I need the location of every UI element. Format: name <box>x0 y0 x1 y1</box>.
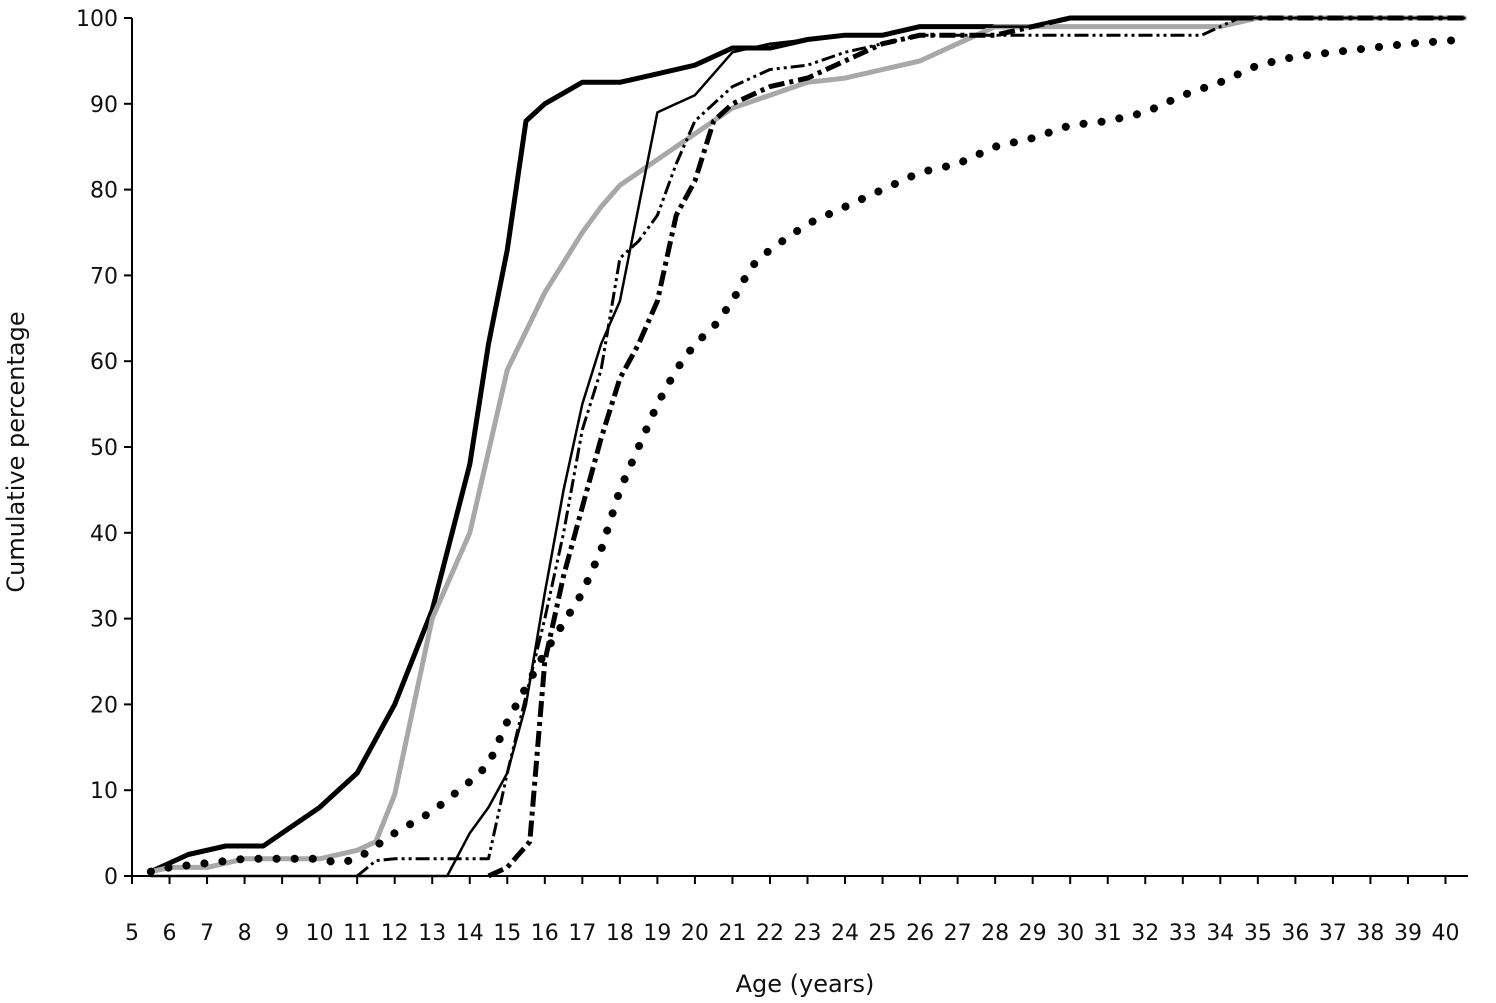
x-tick-label: 34 <box>1206 921 1234 946</box>
series-lines <box>146 15 1469 879</box>
y-axis-ticks: 0 10 20 30 40 50 60 70 80 90 100 <box>76 7 132 890</box>
x-tick-label: 18 <box>606 921 634 946</box>
x-tick-label: 26 <box>906 921 934 946</box>
x-tick-label: 7 <box>200 921 214 946</box>
x-tick-label: 23 <box>794 921 822 946</box>
y-tick-label: 60 <box>90 350 118 375</box>
y-tick-label: 100 <box>76 7 118 32</box>
x-tick-label: 25 <box>869 921 897 946</box>
series-line-dash-dot-thick <box>487 15 1465 879</box>
x-tick-label: 14 <box>456 921 484 946</box>
axes <box>131 18 1468 877</box>
series-line-dotted <box>146 35 1469 876</box>
y-tick-label: 30 <box>90 608 118 633</box>
x-tick-label: 17 <box>568 921 596 946</box>
x-tick-label: 32 <box>1131 921 1159 946</box>
x-tick-label: 31 <box>1094 921 1122 946</box>
series-line-solid-thick <box>148 15 1467 875</box>
x-axis-title: Age (years) <box>736 970 875 998</box>
x-tick-label: 5 <box>125 921 139 946</box>
x-tick-label: 8 <box>238 921 252 946</box>
y-tick-label: 50 <box>90 436 118 461</box>
x-tick-label: 9 <box>275 921 289 946</box>
series-line-solid-gray-thick <box>148 15 1467 875</box>
x-tick-label: 27 <box>944 921 972 946</box>
x-tick-label: 15 <box>493 921 521 946</box>
x-tick-label: 30 <box>1056 921 1084 946</box>
x-tick-label: 20 <box>681 921 709 946</box>
x-tick-label: 22 <box>756 921 784 946</box>
x-axis-ticks: 5 6 7 8 9 10 11 12 13 14 15 16 17 18 19 20 21 22 23 24 25 26 2… <box>125 876 1459 946</box>
y-tick-label: 80 <box>90 179 118 204</box>
series-line-solid-thin <box>149 16 1466 878</box>
x-tick-label: 36 <box>1281 921 1309 946</box>
x-tick-label: 33 <box>1169 921 1197 946</box>
x-tick-label: 11 <box>343 921 371 946</box>
x-tick-label: 12 <box>381 921 409 946</box>
x-tick-label: 38 <box>1356 921 1384 946</box>
x-tick-label: 39 <box>1394 921 1422 946</box>
x-tick-label: 6 <box>163 921 177 946</box>
x-tick-label: 21 <box>718 921 746 946</box>
y-tick-label: 10 <box>90 779 118 804</box>
y-tick-label: 90 <box>90 93 118 118</box>
x-tick-label: 13 <box>418 921 446 946</box>
y-axis-title: Cumulative percentage <box>2 311 30 592</box>
y-tick-label: 70 <box>90 264 118 289</box>
y-tick-label: 20 <box>90 693 118 718</box>
y-tick-label: 40 <box>90 522 118 547</box>
x-tick-label: 19 <box>643 921 671 946</box>
x-tick-label: 37 <box>1319 921 1347 946</box>
x-tick-label: 40 <box>1431 921 1459 946</box>
x-tick-label: 35 <box>1244 921 1272 946</box>
x-tick-label: 10 <box>306 921 334 946</box>
x-tick-label: 28 <box>981 921 1009 946</box>
y-tick-label: 0 <box>104 865 118 890</box>
x-tick-label: 29 <box>1019 921 1047 946</box>
x-tick-label: 24 <box>831 921 859 946</box>
x-tick-label: 16 <box>531 921 559 946</box>
